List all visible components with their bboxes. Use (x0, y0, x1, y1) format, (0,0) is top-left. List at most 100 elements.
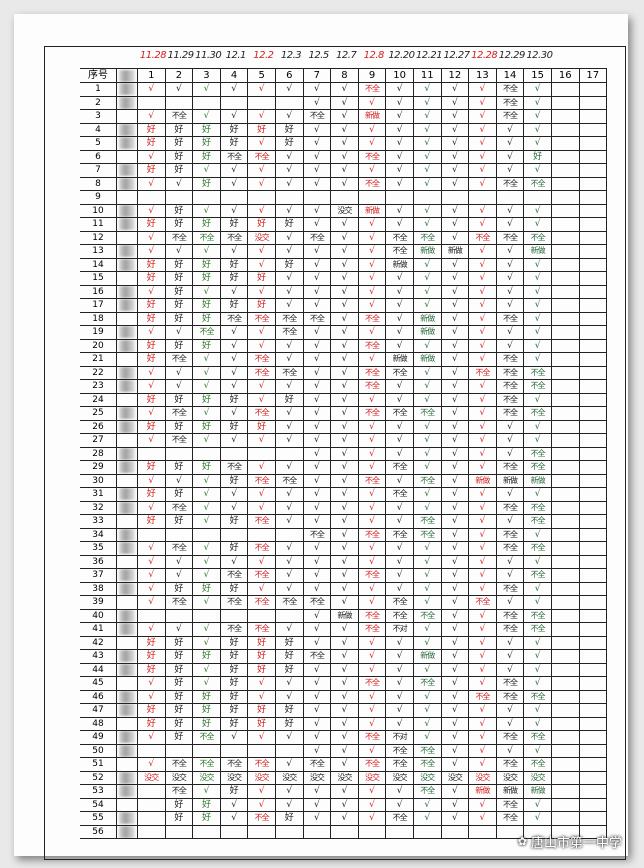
row-number: 14 (80, 257, 117, 272)
row-number: 51 (80, 757, 117, 772)
check-cell: 不全 (523, 365, 552, 380)
check-cell: √ (468, 433, 497, 448)
check-cell: √ (274, 176, 304, 191)
check-cell: 不全 (302, 757, 332, 772)
check-cell: 好 (219, 271, 249, 286)
check-cell (578, 811, 608, 826)
check-cell: 不全 (164, 109, 194, 124)
check-cell: √ (357, 514, 387, 529)
check-cell: √ (357, 352, 387, 367)
check-cell: √ (137, 109, 166, 124)
check-cell: √ (412, 257, 442, 272)
check-cell: √ (468, 298, 497, 313)
check-cell: √ (274, 581, 304, 596)
check-cell (550, 419, 580, 434)
check-cell: √ (385, 541, 414, 556)
check-cell (578, 635, 608, 650)
check-cell: √ (247, 244, 276, 259)
student-name-redacted (116, 149, 138, 164)
check-cell: 不全 (468, 230, 497, 245)
student-name-redacted (116, 487, 138, 502)
check-cell: √ (412, 176, 442, 191)
check-cell: 没交 (137, 770, 166, 785)
check-cell: 好 (164, 217, 194, 232)
check-cell: √ (468, 203, 497, 218)
check-cell: 不全 (247, 541, 276, 556)
check-cell: 不全 (357, 527, 387, 542)
check-cell (578, 379, 608, 394)
check-cell: 好 (164, 797, 194, 812)
check-cell: √ (302, 217, 332, 232)
check-cell (578, 257, 608, 272)
check-cell: √ (302, 419, 332, 434)
check-cell: 不全 (357, 622, 387, 637)
check-cell: 不全 (192, 730, 221, 745)
check-cell: √ (357, 284, 387, 299)
check-cell: √ (412, 460, 442, 475)
check-cell: √ (192, 568, 221, 583)
redacted-name (119, 825, 135, 838)
check-cell: √ (302, 163, 332, 178)
check-cell: √ (523, 716, 552, 731)
check-cell (578, 230, 608, 245)
check-cell: 好 (192, 298, 221, 313)
check-cell: 不全 (274, 325, 304, 340)
check-cell: √ (523, 109, 552, 124)
check-cell: √ (385, 473, 414, 488)
check-cell: √ (302, 176, 332, 191)
check-cell (164, 527, 194, 542)
check-cell: 不全 (495, 811, 525, 826)
check-cell: √ (440, 662, 470, 677)
check-cell (578, 271, 608, 286)
check-cell: 不全 (495, 460, 525, 475)
check-cell (330, 824, 359, 839)
student-name-redacted (116, 554, 138, 569)
check-cell: √ (192, 500, 221, 515)
column-number: 16 (550, 68, 580, 83)
check-cell: 不全 (412, 473, 442, 488)
check-cell: 新做 (357, 203, 387, 218)
check-cell: √ (274, 271, 304, 286)
check-cell (578, 649, 608, 664)
check-cell: √ (330, 527, 359, 542)
date-label: 12.21 (415, 50, 443, 61)
check-cell (578, 149, 608, 164)
student-name-redacted (116, 122, 138, 137)
check-cell (302, 824, 332, 839)
check-cell: √ (330, 554, 359, 569)
check-cell: √ (330, 743, 359, 758)
check-cell: √ (385, 676, 414, 691)
check-cell: 不全 (385, 743, 414, 758)
redacted-name (119, 785, 135, 798)
check-cell: √ (495, 244, 525, 259)
check-cell: 不全 (219, 460, 249, 475)
check-cell (192, 527, 221, 542)
check-cell (274, 824, 304, 839)
check-cell: 不全 (412, 743, 442, 758)
check-cell (578, 514, 608, 529)
check-cell (192, 608, 221, 623)
check-cell: 不全 (523, 622, 552, 637)
check-cell: √ (137, 473, 166, 488)
check-cell: √ (137, 325, 166, 340)
check-cell: 不全 (219, 757, 249, 772)
check-cell: √ (192, 473, 221, 488)
check-cell (357, 824, 387, 839)
student-name-redacted (116, 757, 138, 772)
row-number: 39 (80, 595, 117, 610)
redacted-name (119, 258, 135, 271)
check-cell: √ (137, 689, 166, 704)
student-name-redacted (116, 770, 138, 785)
redacted-name (119, 812, 135, 825)
check-cell: √ (495, 487, 525, 502)
check-cell: √ (468, 500, 497, 515)
check-cell: 好 (192, 797, 221, 812)
check-cell: √ (137, 176, 166, 191)
check-cell: √ (330, 581, 359, 596)
check-cell: √ (523, 419, 552, 434)
check-cell (164, 446, 194, 461)
check-cell: √ (385, 797, 414, 812)
check-cell: 不全 (192, 325, 221, 340)
check-cell: √ (357, 581, 387, 596)
table-row: 30 √ √ √ 好不全 不全 √ √ 不全 √ 不全 √ 新做 新做 新做 (80, 473, 608, 488)
